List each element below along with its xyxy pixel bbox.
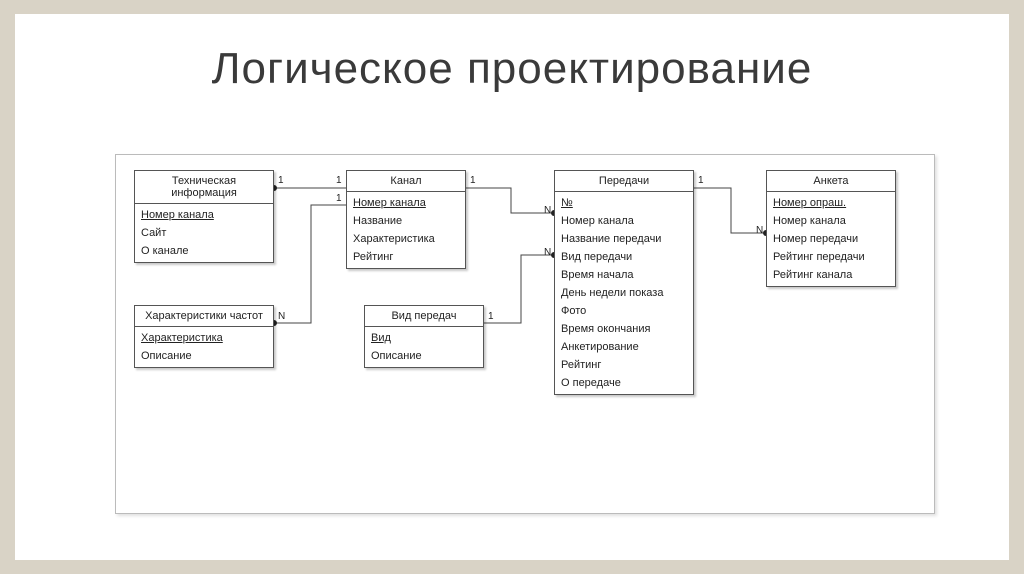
- field: Вид: [371, 329, 477, 347]
- cardinality-label: 1: [488, 311, 494, 322]
- field: Название передачи: [561, 230, 687, 248]
- field: Время начала: [561, 266, 687, 284]
- field: Характеристика: [141, 329, 267, 347]
- field: Номер канала: [141, 206, 267, 224]
- entity-fields: ВидОписание: [365, 327, 483, 367]
- page-title: Логическое проектирование: [15, 14, 1009, 94]
- field: Описание: [371, 347, 477, 365]
- entity-title: Техническая информация: [135, 171, 273, 204]
- field: Описание: [141, 347, 267, 365]
- er-diagram: Техническая информацияНомер каналаСайтО …: [115, 154, 935, 514]
- cardinality-label: 1: [470, 175, 476, 186]
- field: Номер опраш.: [773, 194, 889, 212]
- cardinality-label: 1: [336, 175, 342, 186]
- cardinality-label: 1: [278, 175, 284, 186]
- entity-broadcast: Передачи№Номер каналаНазвание передачиВи…: [554, 170, 694, 395]
- field: Номер канала: [773, 212, 889, 230]
- entity-showtype: Вид передачВидОписание: [364, 305, 484, 368]
- field: Номер канала: [353, 194, 459, 212]
- entity-title: Канал: [347, 171, 465, 192]
- entity-title: Вид передач: [365, 306, 483, 327]
- field: Рейтинг канала: [773, 266, 889, 284]
- field: Рейтинг передачи: [773, 248, 889, 266]
- cardinality-label: 1: [698, 175, 704, 186]
- field: Название: [353, 212, 459, 230]
- cardinality-label: 1: [336, 193, 342, 204]
- entity-fields: ХарактеристикаОписание: [135, 327, 273, 367]
- entity-fields: Номер опраш.Номер каналаНомер передачиРе…: [767, 192, 895, 286]
- entity-fields: Номер каналаНазваниеХарактеристикаРейтин…: [347, 192, 465, 268]
- entity-freq: Характеристики частотХарактеристикаОписа…: [134, 305, 274, 368]
- field: Номер канала: [561, 212, 687, 230]
- entity-survey: АнкетаНомер опраш.Номер каналаНомер пере…: [766, 170, 896, 287]
- field: О канале: [141, 242, 267, 260]
- cardinality-label: N: [278, 311, 285, 322]
- cardinality-label: N: [756, 225, 763, 236]
- entity-tech: Техническая информацияНомер каналаСайтО …: [134, 170, 274, 263]
- cardinality-label: N: [544, 205, 551, 216]
- field: Рейтинг: [561, 356, 687, 374]
- entity-title: Характеристики частот: [135, 306, 273, 327]
- field: Вид передачи: [561, 248, 687, 266]
- field: №: [561, 194, 687, 212]
- slide: Логическое проектирование Техническая ин…: [15, 14, 1009, 560]
- entity-channel: КаналНомер каналаНазваниеХарактеристикаР…: [346, 170, 466, 269]
- entity-title: Анкета: [767, 171, 895, 192]
- entity-fields: №Номер каналаНазвание передачиВид переда…: [555, 192, 693, 394]
- field: Сайт: [141, 224, 267, 242]
- entity-title: Передачи: [555, 171, 693, 192]
- field: Номер передачи: [773, 230, 889, 248]
- field: День недели показа: [561, 284, 687, 302]
- field: Фото: [561, 302, 687, 320]
- field: Рейтинг: [353, 248, 459, 266]
- field: Характеристика: [353, 230, 459, 248]
- entity-fields: Номер каналаСайтО канале: [135, 204, 273, 262]
- field: О передаче: [561, 374, 687, 392]
- field: Время окончания: [561, 320, 687, 338]
- cardinality-label: N: [544, 247, 551, 258]
- field: Анкетирование: [561, 338, 687, 356]
